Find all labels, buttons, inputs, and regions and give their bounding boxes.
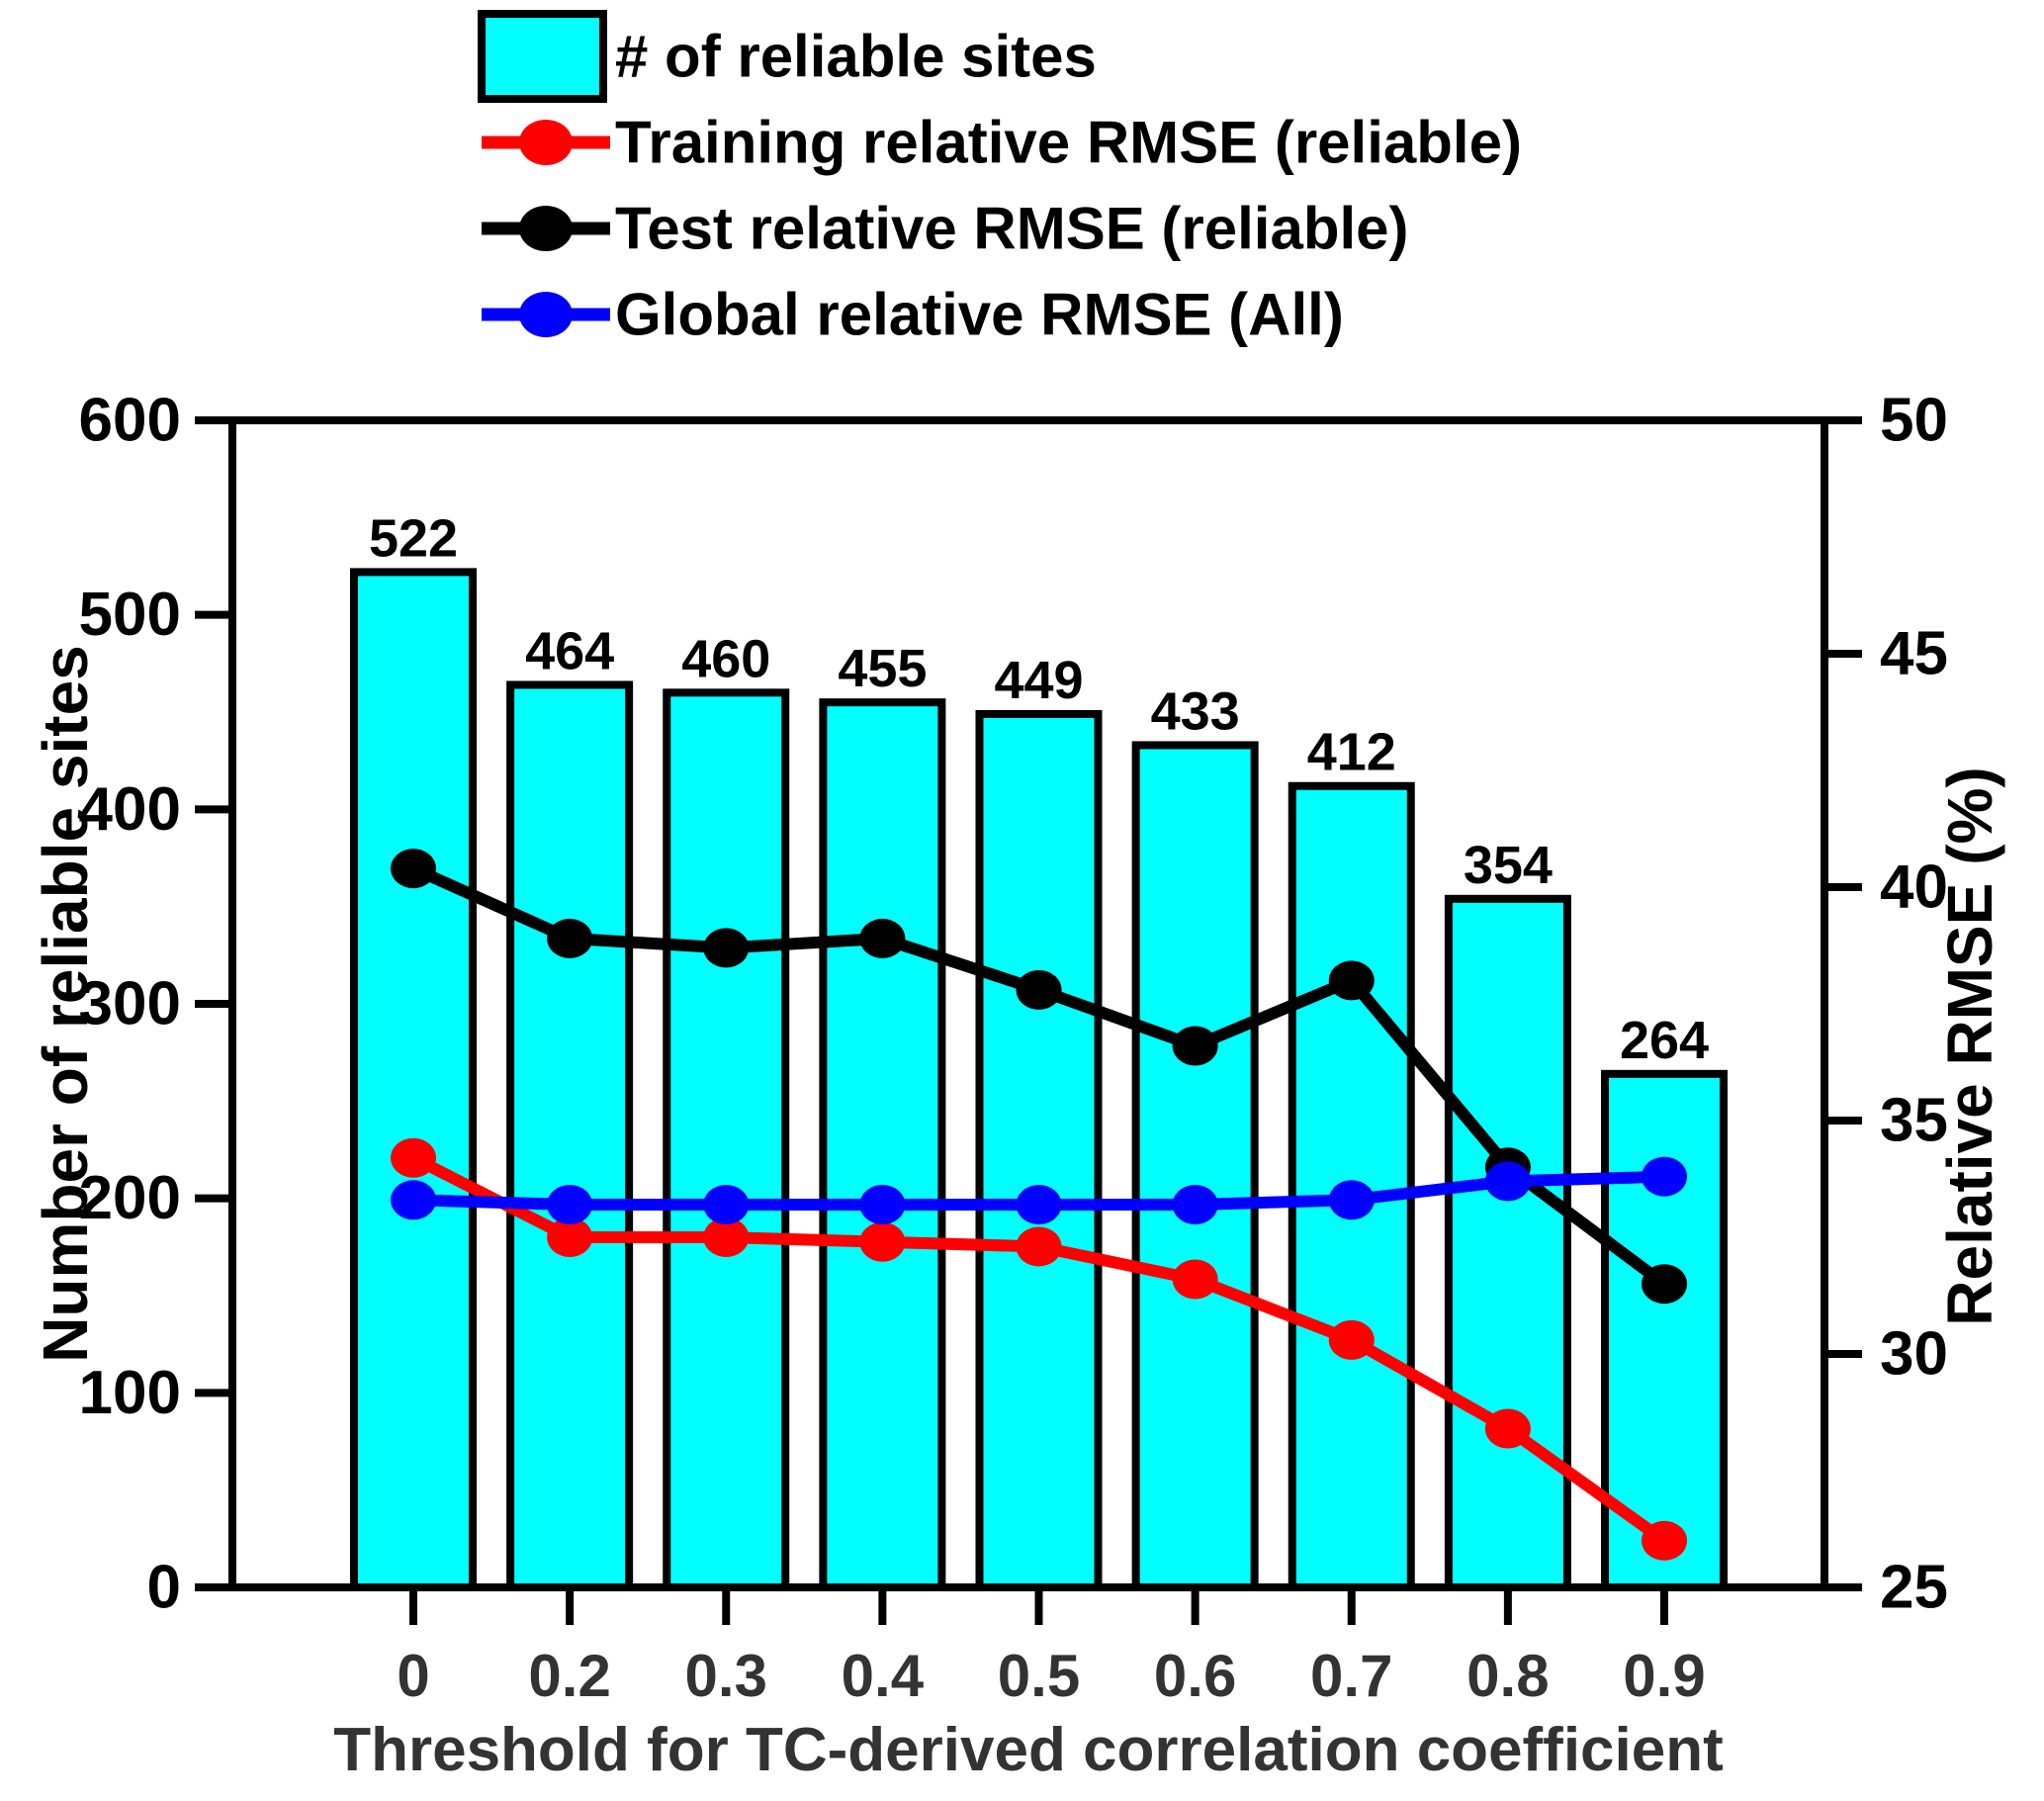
series-marker [391,1180,436,1220]
series-marker [547,918,593,958]
series-marker [1642,1156,1687,1197]
legend-item-test-rmse: Test relative RMSE (reliable) [482,196,1409,262]
series-marker [859,918,906,958]
x-axis-tick-label: 0.3 [685,1643,767,1709]
series-marker [1172,1259,1218,1300]
legend-label-test-rmse: Test relative RMSE (reliable) [615,196,1409,262]
series-marker [1642,1264,1687,1305]
left-axis-tick-label: 500 [79,581,181,649]
left-axis-tick-label: 100 [79,1359,181,1427]
legend-item-training-rmse: Training relative RMSE (reliable) [482,110,1522,176]
bars-layer: 522 464 460 455 449 433 412 354 264 [350,508,1728,1592]
series-marker [391,849,436,889]
series-marker [1328,1180,1375,1220]
right-axis-tick-label: 50 [1880,387,1948,455]
bar [350,568,477,1591]
left-axis-tick-label: 300 [79,970,181,1038]
series-marker [703,928,750,968]
legend-marker-test [519,206,573,251]
left-axis-title: Number of reliable sites [30,645,101,1363]
right-axis-title: Relative RMSE (%) [1934,766,2005,1325]
left-axis-tick-label: 600 [79,387,181,455]
legend-bar-swatch [478,10,607,103]
bar-value-label: 433 [1151,681,1240,741]
legend-marker-training [519,120,573,165]
x-axis-tick-label: 0.9 [1623,1643,1705,1709]
series-marker [859,1221,906,1262]
bar [506,680,634,1591]
legend-item-reliable-sites: # of reliable sites [478,10,1097,103]
series-marker [703,1184,750,1224]
left-axis-tick-label: 200 [79,1164,181,1232]
bar [819,698,946,1591]
bar-value-label: 464 [525,621,614,680]
x-axis-tick-label: 0 [397,1643,429,1709]
series-marker [1328,1319,1375,1360]
series-marker [1328,960,1375,1001]
bar-value-label: 449 [994,651,1083,710]
series-marker [1016,1226,1062,1267]
bar-value-label: 460 [681,629,770,688]
series-marker [391,1137,436,1178]
x-axis-title: Threshold for TC-derived correlation coe… [333,1716,1724,1784]
left-axis-tick-label: 400 [79,775,181,844]
legend-label-training-rmse: Training relative RMSE (reliable) [615,110,1522,176]
x-axis-tick-label: 0.5 [998,1643,1080,1709]
series-marker [1484,1161,1531,1202]
series-marker [703,1217,750,1257]
right-axis-tick-label: 25 [1880,1554,1948,1622]
right-axis-tick-label: 45 [1880,620,1948,688]
legend-label-reliable-sites: # of reliable sites [615,24,1097,90]
left-axis-tick-label: 0 [147,1554,181,1622]
bar [975,709,1103,1591]
right-axis-tick-label: 35 [1880,1087,1948,1155]
series-marker [1172,1026,1218,1066]
bar-value-label: 522 [369,508,458,568]
legend-label-global-rmse: Global relative RMSE (All) [615,282,1344,348]
bar [1444,894,1571,1591]
series-marker [1016,969,1062,1010]
x-axis-tick-label: 0.6 [1154,1643,1236,1709]
x-axis-tick-label: 0.7 [1310,1643,1392,1709]
x-axis-tick-label: 0.8 [1466,1643,1549,1709]
right-axis-tick-label: 30 [1880,1320,1948,1389]
series-marker [547,1184,593,1224]
legend-marker-global [519,292,573,337]
series-marker [547,1217,593,1257]
legend: # of reliable sites Training relative RM… [478,10,1522,348]
series-marker [1172,1184,1218,1224]
bar-value-label: 455 [838,639,927,698]
bar [663,688,790,1591]
series-marker [1016,1184,1062,1224]
x-axis-tick-label: 0.4 [842,1643,925,1709]
right-axis-tick-label: 40 [1880,854,1948,922]
bar-value-label: 354 [1464,836,1553,895]
bar-value-label: 264 [1620,1011,1709,1070]
series-marker [1484,1408,1531,1449]
legend-item-global-rmse: Global relative RMSE (All) [482,282,1344,348]
lines-layer [391,849,1687,1561]
bar-value-label: 412 [1307,723,1396,782]
x-axis-tick-label: 0.2 [528,1643,610,1709]
series-marker [859,1184,906,1224]
bar [1131,741,1259,1591]
plot-frame [228,416,1828,1591]
series-marker [1642,1520,1687,1561]
